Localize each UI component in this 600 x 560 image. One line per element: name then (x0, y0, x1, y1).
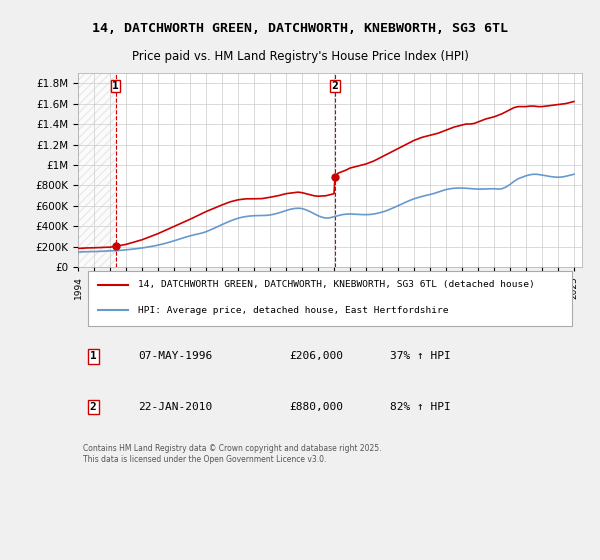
Text: 07-MAY-1996: 07-MAY-1996 (139, 352, 213, 361)
Text: HPI: Average price, detached house, East Hertfordshire: HPI: Average price, detached house, East… (139, 306, 449, 315)
Text: 22-JAN-2010: 22-JAN-2010 (139, 402, 213, 412)
Text: 82% ↑ HPI: 82% ↑ HPI (391, 402, 451, 412)
Bar (78, 73, 116, 268)
Text: 14, DATCHWORTH GREEN, DATCHWORTH, KNEBWORTH, SG3 6TL (detached house): 14, DATCHWORTH GREEN, DATCHWORTH, KNEBWO… (139, 280, 535, 289)
Text: 1: 1 (112, 81, 119, 91)
Text: 1: 1 (90, 352, 97, 361)
Text: £880,000: £880,000 (290, 402, 344, 412)
Text: Price paid vs. HM Land Registry's House Price Index (HPI): Price paid vs. HM Land Registry's House … (131, 50, 469, 63)
Text: Contains HM Land Registry data © Crown copyright and database right 2025.
This d: Contains HM Land Registry data © Crown c… (83, 444, 382, 464)
Text: £206,000: £206,000 (290, 352, 344, 361)
Text: 2: 2 (332, 81, 338, 91)
Text: 2: 2 (90, 402, 97, 412)
Bar (78, 73, 116, 268)
FancyBboxPatch shape (88, 270, 572, 326)
Text: 37% ↑ HPI: 37% ↑ HPI (391, 352, 451, 361)
Text: 14, DATCHWORTH GREEN, DATCHWORTH, KNEBWORTH, SG3 6TL: 14, DATCHWORTH GREEN, DATCHWORTH, KNEBWO… (92, 22, 508, 35)
